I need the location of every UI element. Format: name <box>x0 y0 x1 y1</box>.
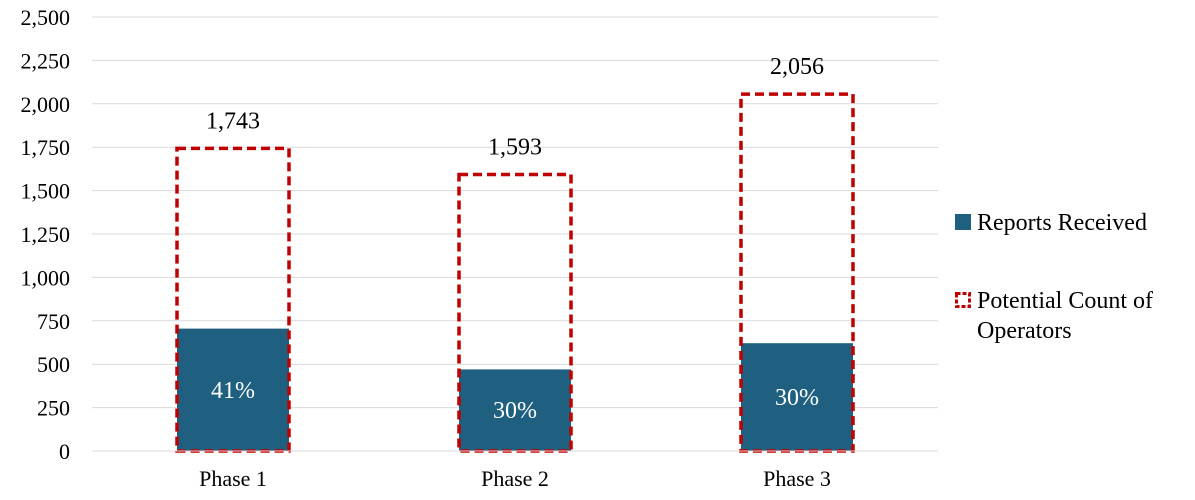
y-tick-label: 500 <box>37 352 70 377</box>
legend-label-reports-received: Reports Received <box>977 210 1147 236</box>
legend-swatch-potential-operators <box>955 292 971 308</box>
data-label-percent: 30% <box>493 398 537 424</box>
y-tick-label: 1,250 <box>21 222 71 247</box>
legend-label-potential-operators: Potential Count of Operators <box>977 288 1153 344</box>
data-label-potential: 2,056 <box>770 54 824 80</box>
data-label-potential: 1,743 <box>206 108 260 134</box>
y-tick-label: 2,250 <box>21 48 71 73</box>
y-axis: 0 250 500 750 1,000 1,250 1,500 1,750 2,000 2,250… <box>21 5 71 464</box>
x-axis: Phase 1 Phase 2 Phase 3 <box>92 450 938 491</box>
bar-reports-received <box>741 343 853 451</box>
data-label-percent: 30% <box>775 385 819 411</box>
y-tick-label: 1,750 <box>21 135 71 160</box>
legend: Reports Received Potential Count of Operat… <box>955 210 1153 344</box>
x-category-label: Phase 3 <box>763 466 831 491</box>
legend-label-line: Operators <box>977 318 1072 344</box>
y-tick-label: 0 <box>59 439 70 464</box>
x-category-label: Phase 2 <box>481 466 549 491</box>
y-tick-label: 750 <box>37 309 70 334</box>
legend-swatch-reports-received <box>955 214 971 230</box>
legend-label-line: Potential Count of <box>977 288 1153 314</box>
y-tick-label: 1,000 <box>21 265 71 290</box>
x-category-label: Phase 1 <box>199 466 267 491</box>
y-tick-label: 2,500 <box>21 5 71 30</box>
bar-potential-operators <box>457 172 573 453</box>
bar-reports-received <box>459 369 571 451</box>
data-label-potential: 1,593 <box>488 134 542 160</box>
y-tick-label: 250 <box>37 396 70 421</box>
bar-reports-received <box>177 328 289 451</box>
bars: 1,743 41% 1,593 30% 2,056 30% <box>175 54 855 453</box>
y-tick-label: 2,000 <box>21 92 71 117</box>
y-tick-label: 1,500 <box>21 179 71 204</box>
data-label-percent: 41% <box>211 378 255 404</box>
